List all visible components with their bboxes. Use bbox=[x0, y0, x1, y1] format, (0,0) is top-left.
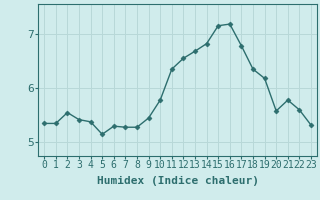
X-axis label: Humidex (Indice chaleur): Humidex (Indice chaleur) bbox=[97, 176, 259, 186]
